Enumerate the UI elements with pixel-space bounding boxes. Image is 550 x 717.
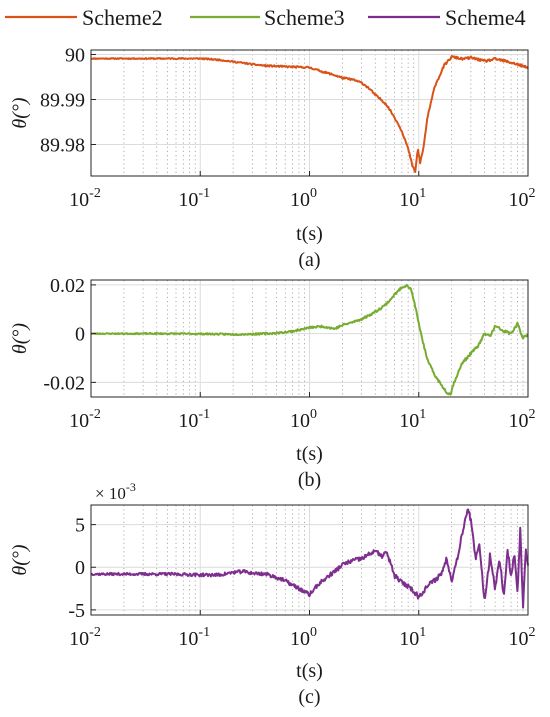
x-tick-base: 10 — [290, 189, 310, 211]
x-tick-label: 10-2 — [69, 625, 101, 650]
x-tick-base: 10 — [178, 628, 198, 650]
y-axis-label-b: θ(°) — [9, 323, 31, 354]
series-line-0 — [90, 508, 529, 609]
x-tick-label: 102 — [509, 407, 536, 432]
x-tick-label: 10-2 — [69, 186, 101, 211]
y-tick-label: 90 — [65, 45, 85, 67]
legend-item-scheme3: Scheme3 — [190, 5, 345, 30]
panel-label-c: (c) — [298, 686, 320, 708]
y-tick-label: -0.02 — [43, 372, 85, 394]
ticks-c: 10-2 10-1 100 101 102-505 — [68, 515, 535, 650]
y-tick-label: 0.02 — [50, 275, 85, 297]
x-tick-exponent: -1 — [198, 625, 210, 640]
series-layer-b — [90, 283, 529, 396]
y-axis-label-a: θ(°) — [9, 97, 31, 128]
x-axis-label-a: t(s) — [296, 223, 323, 245]
series-layer-a — [90, 54, 529, 173]
grid-b — [91, 280, 528, 397]
x-tick-label: 10-1 — [178, 186, 210, 211]
x-tick-label: 10-1 — [178, 407, 210, 432]
x-tick-exponent: 0 — [310, 625, 317, 640]
x-tick-base: 10 — [290, 628, 310, 650]
legend: Scheme2 Scheme3 Scheme4 — [5, 5, 526, 30]
x-tick-base: 10 — [290, 410, 310, 432]
x-tick-base: 10 — [399, 628, 419, 650]
x-tick-label: 10-1 — [178, 625, 210, 650]
x-tick-label: 102 — [509, 186, 536, 211]
x-tick-label: 10-2 — [69, 407, 101, 432]
grid-a — [91, 50, 528, 176]
legend-item-scheme2: Scheme2 — [5, 5, 163, 30]
y-axis-label-c: θ(°) — [9, 544, 31, 575]
x-tick-label: 101 — [399, 407, 426, 432]
x-tick-label: 102 — [509, 625, 536, 650]
x-tick-label: 100 — [290, 407, 317, 432]
series-line-0 — [90, 283, 529, 396]
x-tick-exponent: -2 — [89, 407, 101, 422]
y-tick-label: -5 — [68, 600, 85, 622]
series-line-0 — [90, 54, 529, 173]
grid-c — [91, 505, 528, 615]
x-tick-base: 10 — [399, 410, 419, 432]
y-tick-label: 5 — [75, 515, 85, 537]
series-layer-c — [90, 508, 529, 609]
x-tick-exponent: 0 — [310, 407, 317, 422]
x-tick-exponent: 2 — [529, 407, 536, 422]
x-tick-exponent: -2 — [89, 186, 101, 201]
legend-label-scheme4: Scheme4 — [445, 5, 526, 30]
x-tick-exponent: 0 — [310, 186, 317, 201]
y-exponent-label-c: × 10-3 — [95, 480, 136, 503]
x-tick-label: 101 — [399, 186, 426, 211]
x-tick-base: 10 — [509, 628, 529, 650]
legend-item-scheme4: Scheme4 — [368, 5, 526, 30]
x-tick-base: 10 — [509, 189, 529, 211]
x-axis-label-b: t(s) — [296, 443, 323, 465]
chart-panel-c: 10-2 10-1 100 101 102-505 × 10-3 t(s) θ(°) (… — [9, 480, 536, 708]
x-tick-label: 101 — [399, 625, 426, 650]
x-tick-exponent: -2 — [89, 625, 101, 640]
x-tick-base: 10 — [178, 189, 198, 211]
legend-label-scheme2: Scheme2 — [82, 5, 163, 30]
y-tick-label: 89.99 — [40, 90, 85, 112]
panel-label-b: (b) — [298, 469, 321, 491]
x-tick-base: 10 — [69, 628, 89, 650]
x-tick-exponent: -1 — [198, 407, 210, 422]
x-tick-exponent: 2 — [529, 625, 536, 640]
y-tick-label: 0 — [75, 324, 85, 346]
x-tick-base: 10 — [69, 410, 89, 432]
x-tick-base: 10 — [178, 410, 198, 432]
x-tick-label: 100 — [290, 186, 317, 211]
x-tick-exponent: 2 — [529, 186, 536, 201]
x-tick-base: 10 — [69, 189, 89, 211]
x-tick-label: 100 — [290, 625, 317, 650]
x-tick-exponent: 1 — [419, 186, 426, 201]
legend-label-scheme3: Scheme3 — [264, 5, 345, 30]
x-axis-label-c: t(s) — [296, 660, 323, 682]
x-tick-exponent: 1 — [419, 625, 426, 640]
y-exponent-base-c: × 10 — [95, 484, 126, 503]
x-tick-exponent: -1 — [198, 186, 210, 201]
x-tick-base: 10 — [509, 410, 529, 432]
panel-label-a: (a) — [298, 249, 320, 271]
y-exponent-power-c: -3 — [126, 480, 136, 494]
x-tick-base: 10 — [399, 189, 419, 211]
x-tick-exponent: 1 — [419, 407, 426, 422]
y-tick-label: 89.98 — [40, 135, 85, 157]
y-tick-label: 0 — [75, 557, 85, 579]
